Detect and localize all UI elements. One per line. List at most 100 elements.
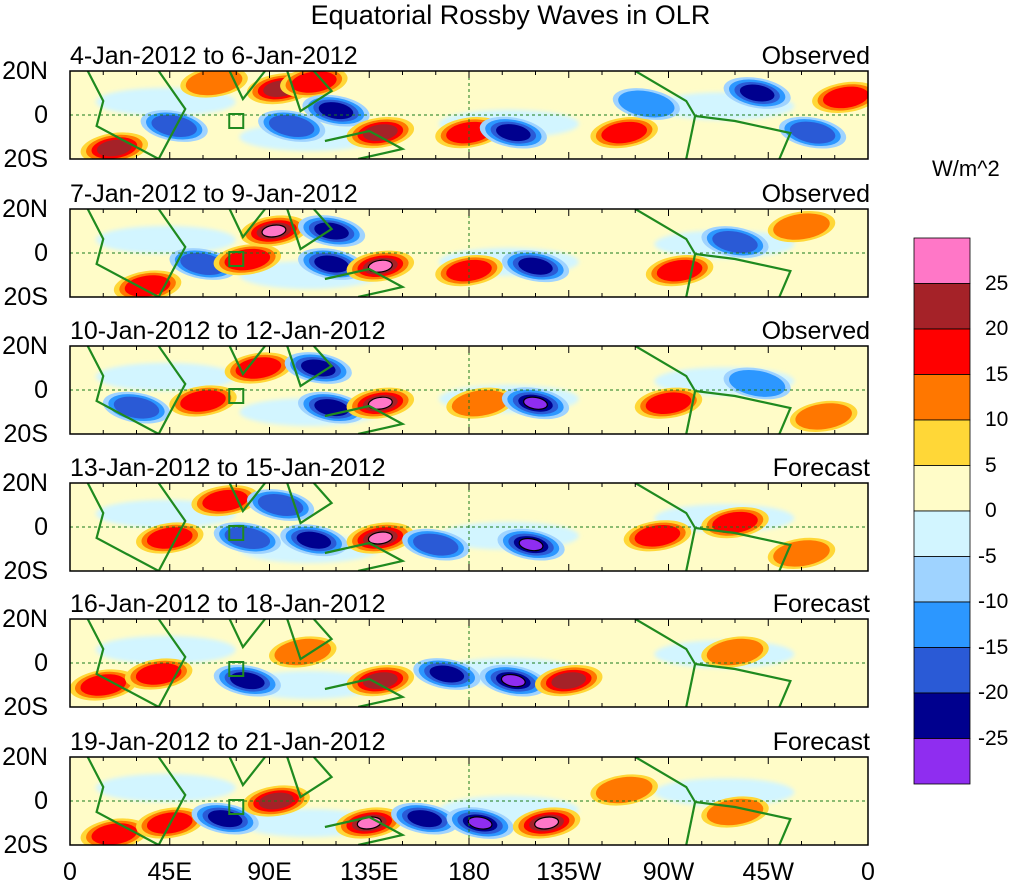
contour-level <box>274 638 332 666</box>
anomaly-blob <box>590 117 658 149</box>
anomaly-blob <box>70 669 137 701</box>
contour-level <box>367 531 393 545</box>
anomaly-blob <box>446 807 514 839</box>
contour-level <box>80 674 127 696</box>
contour-level <box>296 531 332 549</box>
colorbar-label: 10 <box>985 408 1009 431</box>
contour-level <box>180 390 226 412</box>
contour-level <box>773 213 830 240</box>
panel <box>69 345 869 435</box>
x-tick-label: 135W <box>536 858 602 886</box>
contour-level <box>146 527 193 549</box>
y-tick-label: 0 <box>34 376 48 404</box>
y-tick-label: 20N <box>2 195 48 223</box>
panel-period: 16-Jan-2012 to 18-Jan-2012 <box>70 590 386 618</box>
contour-level <box>185 71 243 96</box>
coastline <box>634 71 792 159</box>
reference-box <box>228 251 245 267</box>
coastline <box>634 483 792 571</box>
colorbar-label: -15 <box>978 635 1009 659</box>
contour-level <box>235 357 282 379</box>
x-tick-label: 90E <box>247 858 292 886</box>
contour-level <box>712 231 758 253</box>
contour-level <box>496 124 531 142</box>
colorbar-units: W/m^2 <box>932 156 1000 181</box>
panel <box>69 482 869 572</box>
colorbar-label: -5 <box>978 544 997 568</box>
colorbar-swatch <box>913 237 971 284</box>
anomaly-blob <box>479 116 547 149</box>
contour-level <box>601 121 647 144</box>
colorbar-swatch <box>913 465 971 512</box>
coastline <box>324 404 406 434</box>
reference-box <box>228 525 245 541</box>
anomaly-blob <box>169 385 237 417</box>
panel-status: Observed <box>761 180 870 208</box>
y-tick-label: 20S <box>3 693 48 721</box>
coastline <box>286 71 334 113</box>
contour-level <box>300 359 336 377</box>
contour-level <box>773 540 830 567</box>
reference-box <box>228 799 245 815</box>
anomaly-blob <box>501 250 570 283</box>
anomaly-blob <box>240 215 308 247</box>
anomaly-field <box>70 635 795 701</box>
panel-period: 4-Jan-2012 to 6-Jan-2012 <box>70 42 358 70</box>
coastline <box>324 541 406 571</box>
coastline <box>86 619 187 707</box>
anomaly-field <box>95 352 858 432</box>
contour-level <box>518 257 553 275</box>
y-tick-label: 20N <box>2 743 48 771</box>
coastline <box>324 677 406 707</box>
colorbar-swatch <box>913 283 971 330</box>
colorbar-swatch <box>913 328 971 375</box>
coastline <box>86 346 187 434</box>
colorbar-swatch <box>913 601 971 648</box>
chart-title: Equatorial Rossby Waves in OLR <box>310 0 711 30</box>
weak-anomaly-blob <box>95 635 236 664</box>
anomaly-blob <box>701 636 769 668</box>
contour-level <box>224 248 271 271</box>
contour-level <box>823 86 868 109</box>
coastline <box>286 209 334 251</box>
anomaly-blob <box>391 802 459 835</box>
y-tick-label: 0 <box>34 239 48 267</box>
y-tick-label: 20S <box>3 420 48 448</box>
anomaly-blob <box>140 110 208 142</box>
coastline <box>286 346 334 388</box>
coastline <box>228 619 266 650</box>
anomaly-blob <box>102 391 171 424</box>
contour-level <box>534 816 560 830</box>
coastline <box>286 483 334 525</box>
anomaly-blob <box>413 658 481 690</box>
contour-level <box>261 224 287 238</box>
y-tick-label: 20S <box>3 283 48 311</box>
anomaly-blob <box>280 524 348 557</box>
reference-box <box>228 388 245 404</box>
contour-level <box>795 403 852 430</box>
contour-level <box>180 253 226 275</box>
x-tick-label: 180 <box>448 858 490 886</box>
coastline <box>685 801 697 845</box>
y-tick-label: 20S <box>3 557 48 585</box>
panel-period: 7-Jan-2012 to 9-Jan-2012 <box>70 180 358 208</box>
contour-level <box>367 396 393 410</box>
contour-level <box>124 275 171 297</box>
colorbar-swatch <box>913 419 971 466</box>
colorbar-swatch <box>913 692 971 739</box>
colorbar-swatch <box>913 738 971 785</box>
anomaly-field <box>80 71 868 159</box>
colorbar-label: -20 <box>978 681 1009 704</box>
contour-level <box>224 527 271 549</box>
contour-level <box>96 139 132 157</box>
x-tick-label: 90W <box>642 858 695 886</box>
y-tick-label: 20N <box>2 605 48 633</box>
colorbar-swatch <box>913 556 971 603</box>
y-tick-label: 20S <box>3 831 48 859</box>
contour-level <box>618 90 675 118</box>
contour-level <box>706 638 764 666</box>
coastline <box>685 390 697 434</box>
anomaly-blob <box>634 387 703 419</box>
y-tick-label: 0 <box>34 787 48 815</box>
panel-status: Forecast <box>772 454 870 482</box>
